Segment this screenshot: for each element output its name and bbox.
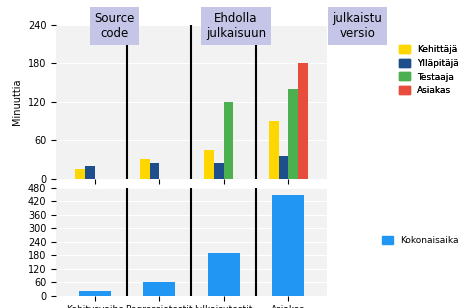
Legend: Kokonaisaika: Kokonaisaika (379, 232, 462, 249)
Bar (298, 63, 308, 179)
Text: Source
code: Source code (94, 12, 134, 40)
Bar (208, 253, 240, 296)
Bar (224, 102, 234, 179)
Text: julkaistu
versio: julkaistu versio (333, 12, 382, 40)
Bar (140, 160, 149, 179)
Bar (205, 150, 214, 179)
Bar (143, 282, 175, 296)
Bar (288, 89, 298, 179)
Bar (214, 163, 224, 179)
Y-axis label: Minuuttia: Minuuttia (12, 79, 22, 125)
Bar (149, 163, 159, 179)
Bar (75, 169, 85, 179)
Text: Ehdolla
julkaisuun: Ehdolla julkaisuun (206, 12, 266, 40)
Bar (272, 195, 304, 296)
Legend: Kehittäjä, Ylläpitäjä, Testaaja, Asiakas: Kehittäjä, Ylläpitäjä, Testaaja, Asiakas (396, 42, 462, 99)
Bar (78, 291, 111, 296)
Bar (269, 121, 278, 179)
Bar (85, 166, 95, 179)
Bar (278, 156, 288, 179)
